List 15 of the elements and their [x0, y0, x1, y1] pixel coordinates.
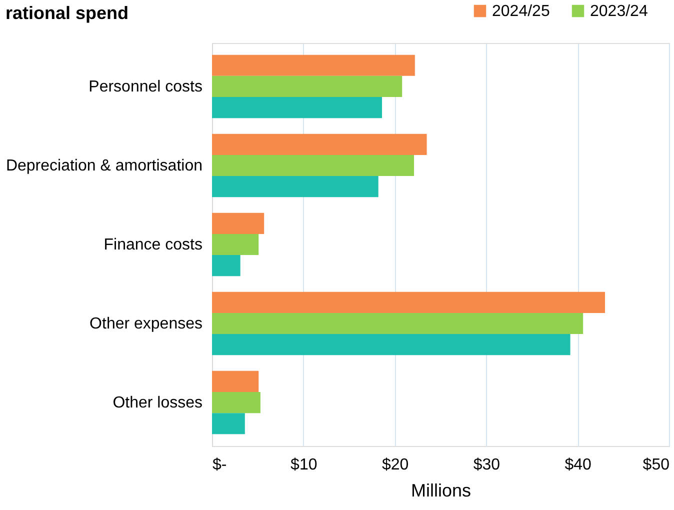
y-tick-label: Depreciation & amortisation — [6, 157, 202, 174]
x-axis-title: Millions — [410, 480, 472, 500]
x-tick-label: $40 — [564, 456, 592, 474]
x-tick-label: $- — [212, 456, 227, 474]
x-tick-label: $10 — [290, 456, 318, 474]
y-tick-label: Personnel costs — [88, 78, 202, 96]
x-tick-label: $50 — [642, 456, 670, 474]
x-tick-label: $30 — [473, 456, 500, 474]
y-tick-label: Other losses — [112, 394, 202, 412]
y-tick-label: Finance costs — [104, 236, 202, 254]
x-tick-label: $20 — [382, 456, 409, 474]
legend-label: 2023/24 — [590, 3, 648, 20]
y-tick-label: Other expenses — [90, 316, 202, 333]
text: rational spend — [5, 3, 128, 23]
legend-label: 2024/25 — [492, 3, 550, 20]
